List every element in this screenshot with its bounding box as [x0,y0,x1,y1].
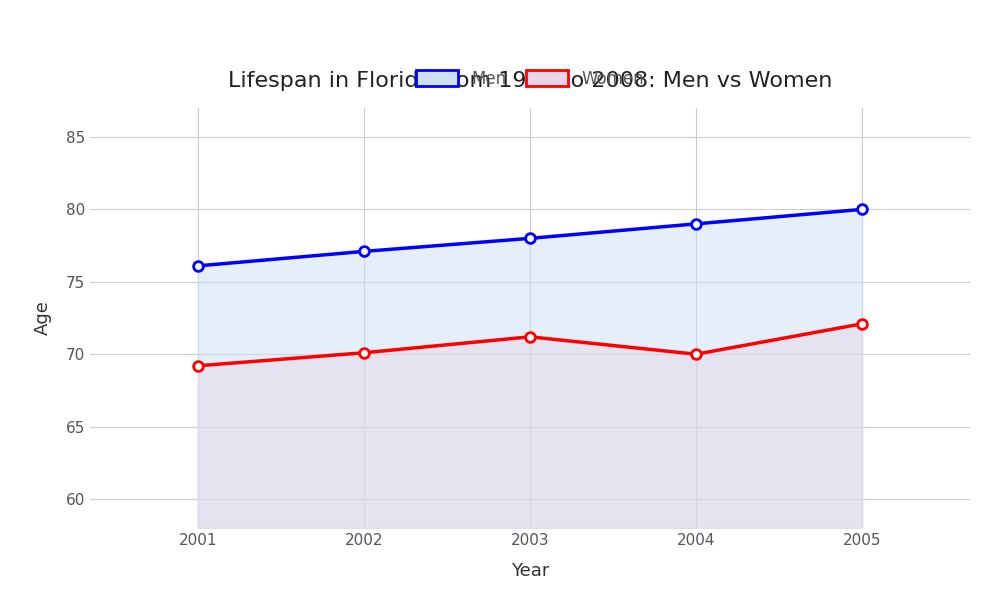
X-axis label: Year: Year [511,562,549,580]
Legend: Men, Women: Men, Women [408,62,652,97]
Y-axis label: Age: Age [34,301,52,335]
Title: Lifespan in Florida from 1987 to 2008: Men vs Women: Lifespan in Florida from 1987 to 2008: M… [228,71,832,91]
